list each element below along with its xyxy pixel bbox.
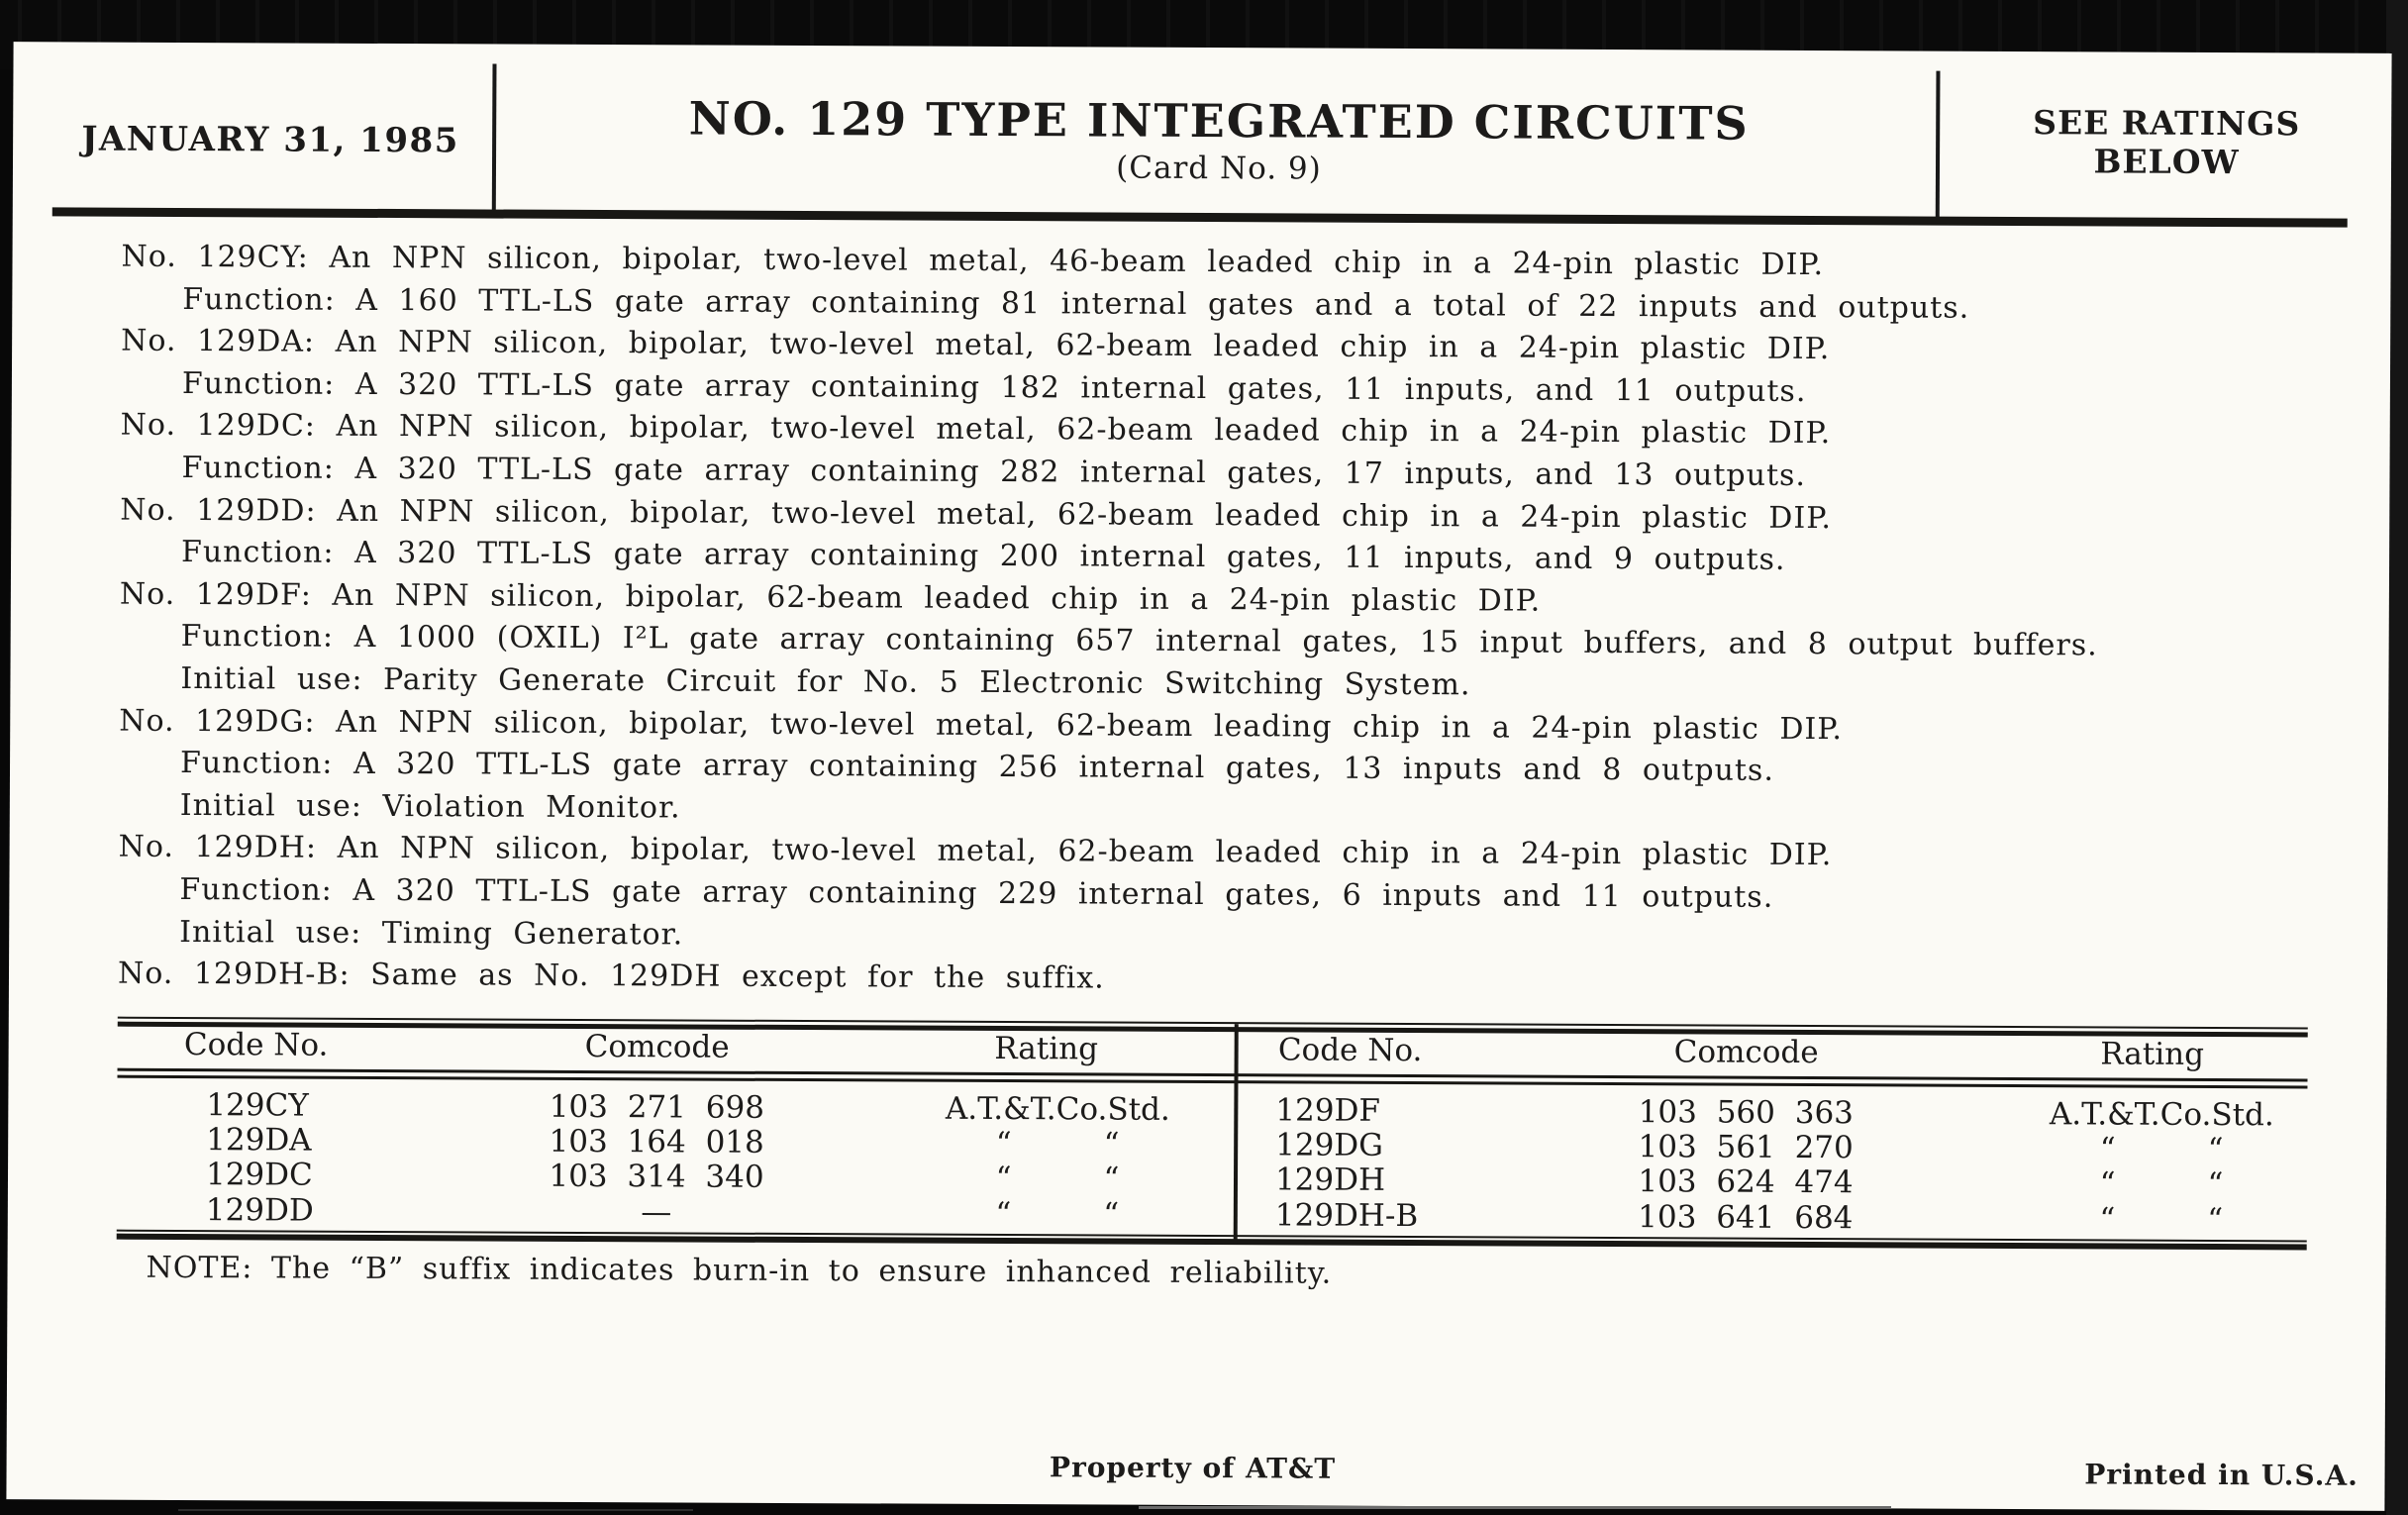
ratings-notice-line1: SEE RATINGS	[2033, 103, 2301, 144]
ratings-notice: SEE RATINGS BELOW	[2003, 103, 2330, 182]
rating-ditto: “ “	[995, 1126, 1120, 1162]
card-page: JANUARY 31, 1985 NO. 129 TYPE INTEGRATED…	[6, 42, 2392, 1511]
column-header: Comcode	[584, 1028, 730, 1065]
printed-footer: Printed in U.S.A.	[2084, 1458, 2358, 1492]
header-divider-left	[491, 63, 497, 215]
scan-right-black-bar	[2386, 0, 2408, 1515]
column-header: Code No.	[183, 1026, 329, 1063]
rating-ditto: “ “	[2099, 1131, 2224, 1168]
comcode-table: Code No. Comcode Rating Code No. Comcode…	[116, 1016, 2308, 1258]
header-divider-right	[1935, 70, 1941, 222]
rating-ditto: “ “	[995, 1196, 1120, 1233]
scan-artifact-streak	[1139, 1506, 1891, 1509]
page-title: NO. 129 TYPE INTEGRATED CIRCUITS	[688, 91, 1750, 151]
comcode: 103 271 698	[549, 1088, 765, 1126]
rating-ditto: “ “	[2099, 1201, 2224, 1239]
device-descriptions: No. 129CY: An NPN silicon, bipolar, two-…	[9, 236, 2290, 1006]
code-no: 129DG	[1275, 1127, 1384, 1163]
code-no: 129CY	[206, 1087, 309, 1124]
code-no: 129DH-B	[1274, 1197, 1419, 1235]
column-header: Code No.	[1277, 1032, 1423, 1069]
comcode: 103 624 474	[1638, 1163, 1854, 1201]
code-no: 129DF	[1275, 1092, 1380, 1129]
comcode: 103 641 684	[1638, 1199, 1854, 1237]
comcode-missing: —	[641, 1194, 672, 1231]
rating-ditto: “ “	[995, 1161, 1120, 1197]
ratings-notice-line2: BELOW	[2093, 142, 2240, 182]
code-no: 129DC	[205, 1157, 313, 1193]
rating: A.T.&T.Co.Std.	[2049, 1096, 2274, 1134]
code-no: 129DA	[206, 1122, 312, 1159]
code-no: 129DH	[1274, 1162, 1386, 1198]
comcode: 103 314 340	[549, 1158, 764, 1195]
comcode: 103 164 018	[549, 1123, 764, 1161]
header-title-block: NO. 129 TYPE INTEGRATED CIRCUITS (Card N…	[502, 91, 1936, 190]
comcode: 103 560 363	[1638, 1094, 1855, 1132]
scan-artifact-streak	[178, 1509, 693, 1511]
column-header: Comcode	[1673, 1034, 1819, 1071]
card-number: (Card No. 9)	[1116, 150, 1322, 187]
column-header: Rating	[2100, 1036, 2205, 1072]
rating-ditto: “ “	[2099, 1165, 2224, 1203]
rating: A.T.&T.Co.Std.	[945, 1090, 1170, 1128]
column-header: Rating	[994, 1030, 1099, 1067]
code-no: 129DD	[205, 1192, 314, 1229]
comcode: 103 561 270	[1638, 1129, 1854, 1166]
issue-date: JANUARY 31, 1985	[81, 119, 459, 161]
header-rule	[51, 207, 2348, 228]
burn-in-note: NOTE: The “B” suffix indicates burn-in t…	[146, 1250, 1333, 1291]
property-footer: Property of AT&T	[1049, 1451, 1337, 1485]
